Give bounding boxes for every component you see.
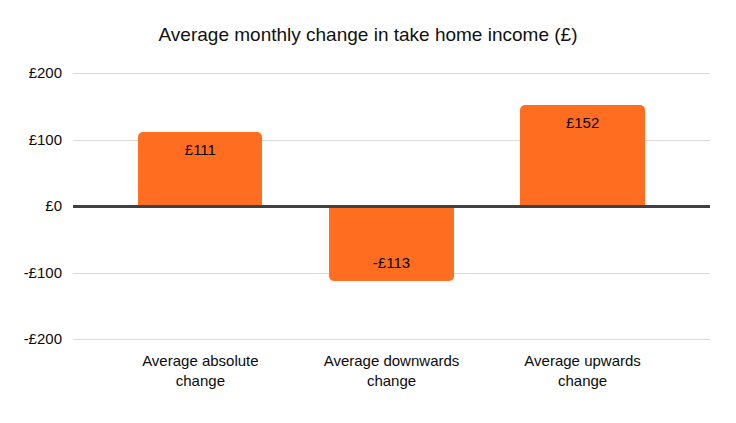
bar-1: £111 — [138, 132, 262, 206]
gridline — [73, 73, 710, 74]
plot-area: £200£100£0-£100-£200£111Average absolute… — [73, 73, 710, 339]
y-axis-tick-label: £0 — [0, 196, 62, 216]
bar-value-label: -£113 — [373, 245, 410, 281]
bar-value-label: £152 — [566, 105, 599, 141]
x-axis-category-label: Average absolute change — [120, 351, 280, 391]
bar-chart: Average monthly change in take home inco… — [0, 0, 736, 423]
gridline — [73, 339, 710, 340]
y-axis-tick-label: -£100 — [0, 263, 62, 283]
x-axis-category-label: Average upwards change — [503, 351, 663, 391]
y-axis-tick-label: £200 — [0, 63, 62, 83]
y-axis-tick-label: -£200 — [0, 329, 62, 349]
zero-baseline — [73, 205, 710, 208]
bar-3: £152 — [520, 105, 644, 206]
y-axis-tick-label: £100 — [0, 130, 62, 150]
x-axis-category-label: Average downwards change — [312, 351, 472, 391]
bar-value-label: £111 — [185, 132, 216, 168]
bar-2: -£113 — [329, 206, 453, 281]
chart-title: Average monthly change in take home inco… — [0, 22, 736, 48]
